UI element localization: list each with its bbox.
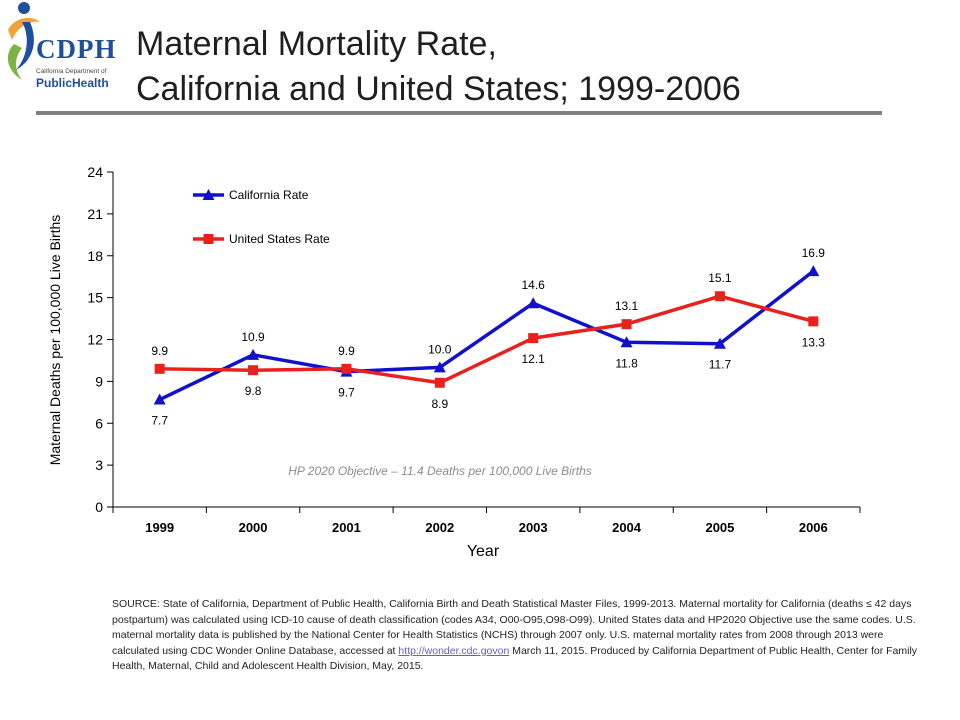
y-tick-label: 21: [87, 206, 103, 222]
california-data-label: 11.7: [709, 358, 732, 372]
california-data-label: 10.0: [428, 342, 452, 356]
x-tick-label: 1999: [145, 520, 174, 535]
california-data-label: 10.9: [241, 330, 265, 344]
logo-head-blue: [18, 2, 30, 14]
legend-us-label: United States Rate: [229, 232, 330, 246]
us-rate-marker: [154, 363, 165, 374]
line-chart: 0 3 6 9 12 15 18 21 24 1999 2000 2001 2002 2003 2004 2…: [47, 164, 861, 560]
california-rate-marker: [620, 336, 633, 348]
y-tick-label: 18: [87, 248, 103, 264]
y-tick-label: 0: [95, 499, 103, 515]
chart-axes: [112, 172, 860, 508]
california-data-label: 7.7: [151, 414, 168, 428]
california-rate-marker: [247, 348, 260, 360]
y-tick-label: 15: [87, 290, 103, 306]
us-rate-line: [159, 294, 814, 385]
cdph-logo: CDPH California Department of PublicHeal…: [0, 0, 125, 100]
us-data-label: 15.1: [708, 271, 732, 285]
hp2020-annotation: HP 2020 Objective – 11.4 Deaths per 100,…: [288, 464, 592, 478]
california-data-label: 9.7: [338, 386, 355, 400]
x-tick-label: 2000: [239, 520, 268, 535]
y-axis-ticks: 0 3 6 9 12 15 18 21 24: [87, 164, 113, 515]
california-data-label: 16.9: [802, 246, 826, 260]
us-rate-marker: [434, 377, 445, 388]
logo-public-health: PublicHealth: [36, 76, 109, 90]
us-data-label: 8.9: [431, 397, 448, 411]
california-rate-marker: [713, 337, 726, 349]
us-data-label: 9.8: [245, 384, 262, 398]
x-tick-label: 2003: [519, 520, 548, 535]
source-note: SOURCE: State of California, Department …: [112, 597, 924, 675]
california-rate-line: [158, 269, 815, 402]
series-lines: [158, 269, 815, 402]
logo-swoosh-blue: [16, 22, 34, 70]
title-line-2: California and United States; 1999-2006: [136, 70, 741, 108]
x-axis-label: Year: [467, 543, 500, 560]
logo-subtitle: California Department of: [36, 68, 107, 75]
us-rate-marker: [714, 291, 725, 302]
page-title: Maternal Mortality Rate, California and …: [136, 22, 916, 112]
y-tick-label: 3: [95, 457, 103, 473]
x-tick-label: 2001: [332, 520, 361, 535]
california-rate-marker: [807, 265, 820, 277]
legend-california-marker: [202, 189, 215, 200]
logo-text: CDPH: [36, 34, 117, 64]
logo-figure-icon: [7, 2, 40, 80]
y-tick-label: 12: [87, 332, 103, 348]
x-tick-label: 2006: [799, 520, 828, 535]
y-tick-label: 24: [87, 164, 103, 180]
data-labels: 7.7 10.9 9.7 10.0 14.6 11.8 11.7 16.9 9.9 9.8 9.9 8…: [151, 246, 825, 427]
california-data-label: 11.8: [615, 356, 638, 370]
x-tick-label: 2005: [705, 520, 734, 535]
logo-swoosh-green: [7, 44, 23, 80]
us-data-label: 13.1: [615, 299, 639, 313]
x-tick-label: 2004: [612, 520, 642, 535]
y-tick-label: 9: [95, 373, 103, 389]
source-link[interactable]: http://wonder.cdc.govon: [398, 644, 510, 657]
legend-us-marker: [203, 234, 214, 244]
california-rate-marker: [527, 297, 540, 309]
us-data-label: 9.9: [151, 344, 168, 358]
y-axis-label: Maternal Deaths per 100,000 Live Births: [47, 215, 63, 466]
us-rate-marker: [808, 316, 819, 327]
source-text-after: March 11, 2015. Produced by California D…: [112, 644, 918, 673]
title-line-1: Maternal Mortality Rate,: [136, 25, 497, 63]
series-markers: [153, 265, 820, 405]
california-rate-marker: [433, 361, 446, 373]
us-rate-marker: [341, 363, 352, 374]
us-rate-marker: [621, 319, 632, 330]
source-text: SOURCE: State of California, Department …: [112, 598, 916, 657]
us-rate-marker: [528, 333, 539, 344]
logo-swoosh-orange: [8, 17, 40, 40]
california-rate-marker: [153, 393, 166, 405]
chart-legend: California Rate United States Rate: [193, 188, 330, 246]
y-tick-label: 6: [95, 415, 103, 431]
us-data-label: 13.3: [802, 335, 826, 349]
us-data-label: 9.9: [338, 344, 355, 358]
legend-california-label: California Rate: [229, 188, 309, 202]
california-data-label: 14.6: [522, 278, 546, 292]
us-rate-marker: [248, 365, 259, 376]
us-data-label: 12.1: [522, 352, 546, 366]
title-divider: [36, 111, 882, 115]
x-axis-ticks: 1999 2000 2001 2002 2003 2004 2005 2006: [112, 507, 861, 535]
x-tick-label: 2002: [425, 520, 454, 535]
